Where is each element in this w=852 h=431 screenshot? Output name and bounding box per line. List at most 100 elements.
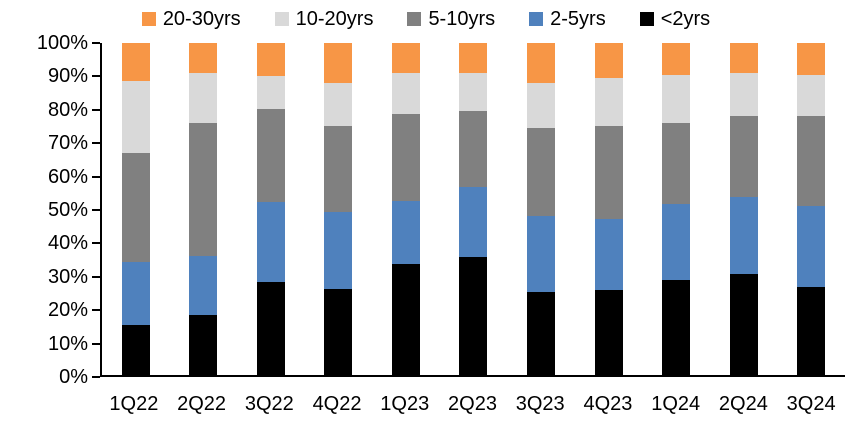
bar-segment-5-10yrs-4Q23 [594,126,623,219]
bar-segment-10-20yrs-1Q24 [662,74,691,123]
bar-segment-5-10yrs-2Q23 [459,111,488,188]
bar-3Q22 [256,43,285,375]
bar-segment-20-30yrs-1Q24 [662,43,691,75]
bar-segment-<2yrs-3Q24 [797,287,826,375]
x-axis-label: 3Q24 [786,393,836,415]
bar-4Q23 [594,43,623,375]
bar-segment-2-5yrs-2Q22 [189,255,218,316]
bar-segment-<2yrs-1Q22 [121,325,150,375]
legend-swatch-20-30yrs [141,12,156,26]
bar-segment-2-5yrs-2Q24 [729,197,758,274]
x-axis-label: 3Q23 [515,393,565,415]
y-axis-tick [92,242,100,245]
legend-swatch-5-10yrs [407,12,422,26]
bar-slot-3Q24 [777,43,845,375]
x-axis: 1Q22 2Q22 3Q22 4Q22 1Q23 2Q23 3Q23 4Q23 1Q24 2Q24… [100,392,845,418]
y-axis-label: 60% [47,165,88,188]
bar-segment-5-10yrs-1Q23 [391,114,420,201]
y-axis-tick [92,309,100,312]
bar-segment-20-30yrs-3Q22 [256,43,285,77]
bar-segment-10-20yrs-2Q22 [189,72,218,123]
bar-slot-1Q23 [372,43,440,375]
legend-swatch-2-5yrs [529,12,544,26]
x-axis-label: 3Q22 [244,393,294,415]
bar-segment-10-20yrs-3Q23 [527,82,556,128]
bar-segment-2-5yrs-1Q22 [121,262,150,326]
bar-segment-2-5yrs-1Q23 [391,200,420,264]
y-axis-label: 70% [47,132,88,155]
bar-1Q23 [391,43,420,375]
legend-label: 20-30yrs [162,7,241,30]
y-axis-label: 90% [47,65,88,88]
x-axis-label: 2Q23 [448,393,497,415]
bar-segment-2-5yrs-2Q23 [459,187,488,258]
bar-2Q22 [189,43,218,375]
y-axis-label: 100% [36,32,88,54]
x-axis-label: 1Q22 [109,393,159,415]
y-axis-tick [92,42,100,44]
y-axis-tick [92,209,100,211]
bar-segment-<2yrs-4Q23 [594,290,623,375]
plot-area [100,43,845,377]
legend-item-10-20yrs: 10-20yrs [274,7,374,31]
y-axis-tick [92,75,100,78]
y-axis-tick [92,275,100,278]
y-axis-tick [92,142,100,145]
x-axis-label: 4Q22 [312,393,362,415]
bar-segment-<2yrs-3Q23 [527,292,556,375]
bar-1Q22 [121,43,150,375]
bar-segment-<2yrs-1Q23 [391,263,420,375]
bar-slot-4Q22 [305,43,373,375]
bar-segment-10-20yrs-3Q22 [256,76,285,110]
bar-segment-20-30yrs-2Q24 [729,43,758,73]
y-axis-tick [92,376,100,378]
y-axis-tick [92,342,100,345]
y-axis-ticks [92,42,100,378]
bar-2Q23 [459,43,488,375]
bar-segment-5-10yrs-3Q22 [256,109,285,203]
bar-segment-5-10yrs-2Q24 [729,116,758,198]
bar-2Q24 [729,43,758,375]
bar-segment-20-30yrs-1Q23 [391,43,420,73]
bar-segment-<2yrs-2Q23 [459,257,488,375]
bar-3Q24 [797,43,826,375]
legend-label: 5-10yrs [428,7,496,30]
y-axis-label: 20% [47,299,88,322]
bar-segment-<2yrs-2Q22 [189,315,218,375]
legend-item-20-30yrs: 20-30yrs [141,7,241,31]
bar-segment-20-30yrs-3Q23 [527,43,556,83]
bar-segment-<2yrs-1Q24 [662,280,691,375]
bar-segment-2-5yrs-1Q24 [662,204,691,281]
bar-3Q23 [527,43,556,375]
bar-segment-10-20yrs-2Q23 [459,72,488,112]
bar-slot-2Q24 [710,43,778,375]
y-axis-label: 80% [47,98,88,121]
bar-segment-5-10yrs-1Q24 [662,122,691,205]
bar-slot-1Q22 [102,43,170,375]
bar-segment-20-30yrs-4Q22 [324,43,353,83]
bar-4Q22 [324,43,353,375]
legend-label: 2-5yrs [550,7,606,30]
bar-slot-2Q23 [440,43,508,375]
bar-segment-5-10yrs-3Q23 [527,127,556,216]
bar-slot-3Q22 [237,43,305,375]
y-axis-tick [92,175,100,178]
bar-slot-4Q23 [575,43,643,375]
y-axis-label: 0% [59,366,88,388]
bar-segment-2-5yrs-4Q23 [594,218,623,291]
bar-segment-2-5yrs-3Q22 [256,202,285,283]
bar-segment-10-20yrs-3Q24 [797,74,826,117]
bar-segment-20-30yrs-2Q23 [459,43,488,73]
legend-label: 10-20yrs [295,7,374,30]
legend-swatch-<2yrs [639,12,654,26]
bar-segment-5-10yrs-3Q24 [797,116,826,206]
bar-segment-10-20yrs-1Q22 [121,81,150,153]
legend-item-<2yrs: <2yrs [639,8,710,31]
bar-1Q24 [662,43,691,375]
y-axis-label: 50% [47,199,88,221]
x-axis-label: 4Q23 [583,393,633,415]
bar-segment-20-30yrs-3Q24 [797,43,826,75]
bar-segment-20-30yrs-4Q23 [594,43,623,78]
bar-segment-10-20yrs-2Q24 [729,72,758,117]
